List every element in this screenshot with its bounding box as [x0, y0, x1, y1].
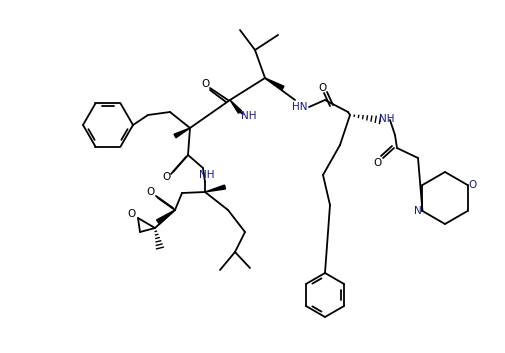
Polygon shape [265, 78, 283, 90]
Text: O: O [201, 79, 210, 89]
Text: HN: HN [292, 102, 307, 112]
Text: NH: NH [379, 114, 394, 124]
Polygon shape [174, 128, 189, 138]
Text: O: O [373, 158, 381, 168]
Text: NH: NH [241, 111, 256, 121]
Text: O: O [146, 187, 155, 197]
Polygon shape [205, 185, 225, 192]
Text: O: O [318, 83, 326, 93]
Polygon shape [230, 100, 241, 113]
Text: O: O [163, 172, 171, 182]
Text: O: O [128, 209, 136, 219]
Text: NH: NH [199, 170, 214, 180]
Text: N: N [413, 206, 421, 216]
Text: O: O [468, 180, 476, 190]
Polygon shape [156, 210, 175, 224]
